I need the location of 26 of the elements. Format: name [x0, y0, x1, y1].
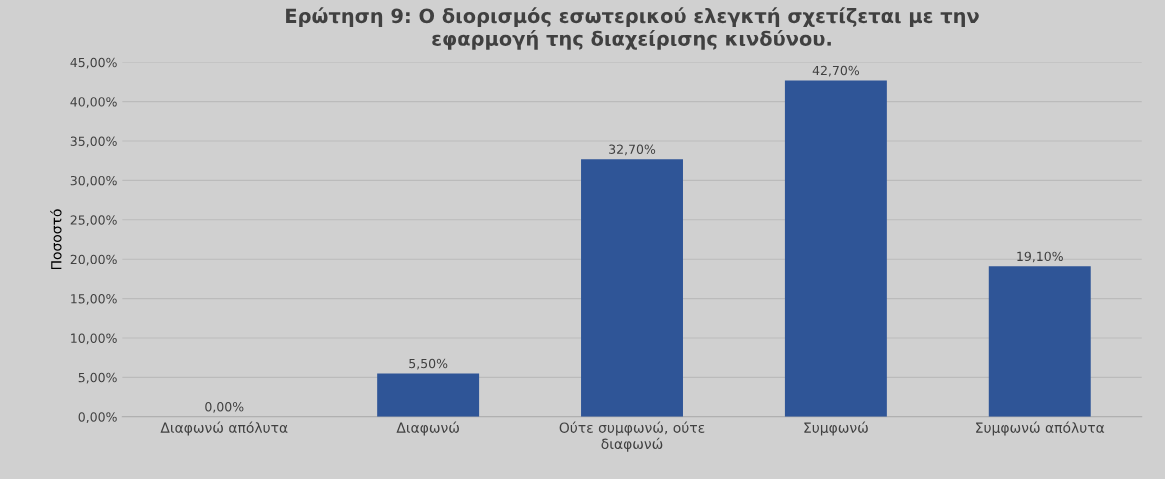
data-label: 42,70% [812, 65, 860, 77]
data-label: 19,10% [1017, 251, 1063, 263]
y-tick-label: 30,00% [70, 175, 117, 187]
y-tick-label: 40,00% [70, 97, 117, 108]
bar [988, 266, 1091, 417]
x-tick-label: Ούτε συμφωνώ, ούτε διαφωνώ [559, 421, 705, 452]
x-tick-label: Συμφωνώ [804, 421, 868, 436]
y-tick-label: 20,00% [70, 254, 117, 266]
y-tick-label: 25,00% [70, 215, 117, 227]
y-tick-label: 5,00% [78, 372, 117, 384]
y-tick-label: 0,00% [78, 412, 117, 423]
bar [581, 159, 683, 417]
y-tick-label: 35,00% [70, 136, 117, 148]
bar [377, 373, 480, 417]
bar [784, 80, 887, 417]
x-tick-label: Συμφωνώ απόλυτα [976, 421, 1105, 436]
y-tick-label: 15,00% [71, 294, 117, 305]
data-label: 5,50% [409, 358, 448, 370]
y-tick-label: 45,00% [70, 57, 117, 69]
data-label: 32,70% [609, 144, 656, 156]
data-label: 0,00% [205, 402, 244, 413]
y-axis-title: Ποσοστό [50, 209, 62, 270]
y-tick-label: 10,00% [71, 333, 117, 345]
x-tick-label: Διαφωνώ [396, 421, 459, 436]
chart-title: Ερώτηση 9: Ο διορισμός εσωτερικού ελεγκτή σχετίζεται με την εφαρμογή της διαχείρισης κινδύνου. [286, 7, 979, 50]
x-tick-label: Διαφωνώ απόλυτα [160, 421, 288, 436]
